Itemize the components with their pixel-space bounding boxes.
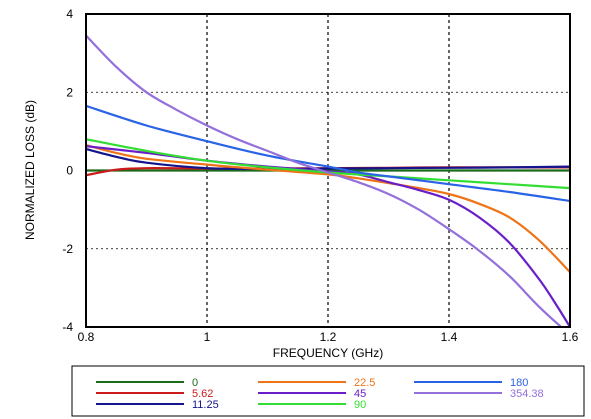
series-line-354-38 (86, 34, 563, 327)
legend-label: 22.5 (354, 377, 375, 389)
x-tick-label: 1.6 (562, 330, 579, 344)
x-tick-label: 0.8 (78, 330, 95, 344)
tick-labels: 0.8 1 1.2 1.4 1.6 4 2 0 -2 -4 (62, 7, 578, 344)
y-tick-label: 0 (66, 164, 73, 178)
x-tick-label: 1.4 (441, 330, 458, 344)
x-tick-label: 1.2 (320, 330, 337, 344)
legend-label: 11.25 (192, 399, 219, 411)
plot-frame (85, 13, 571, 328)
y-tick-label: -2 (62, 242, 73, 256)
legend-box (71, 365, 585, 417)
x-axis-label: FREQUENCY (GHz) (273, 346, 383, 360)
legend-label: 0 (192, 377, 198, 389)
series-group (86, 34, 570, 327)
legend-label: 180 (510, 377, 528, 389)
legend: 0 22.5 180 5.62 45 354.38 11.25 90 (96, 377, 544, 411)
series-line-180 (86, 104, 570, 203)
series-line-22-5 (86, 144, 570, 274)
y-tick-label: 2 (66, 85, 73, 99)
legend-label: 5.62 (192, 388, 213, 400)
x-tick-label: 1 (204, 330, 211, 344)
legend-label: 45 (354, 388, 366, 400)
y-tick-label: 4 (66, 7, 73, 21)
y-axis-label: NORMALIZED LOSS (dB) (23, 100, 37, 240)
y-tick-label: -4 (62, 320, 73, 334)
legend-label: 354.38 (510, 388, 544, 400)
legend-label: 90 (354, 399, 366, 411)
